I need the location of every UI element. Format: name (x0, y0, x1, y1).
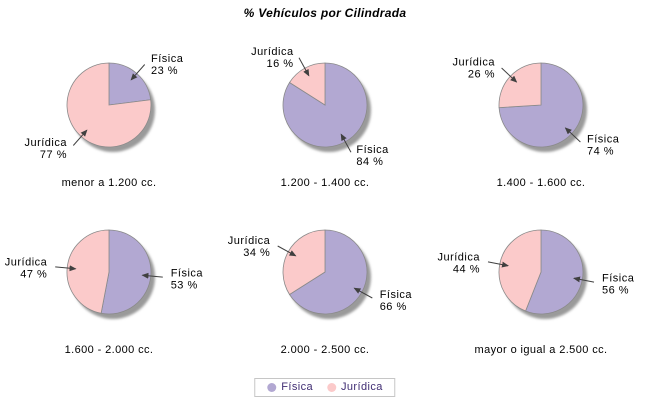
slice-label-name: Jurídica (437, 252, 480, 264)
legend-item-juridica: Jurídica (327, 381, 383, 393)
slice-label-value: 26 % (468, 69, 495, 81)
slice-label-value: 44 % (453, 264, 480, 276)
slice-label-name: Física (356, 144, 389, 156)
slice-label-value: 16 % (267, 58, 294, 70)
legend-label-fisica: Física (281, 381, 314, 393)
category-label: menor a 1.200 cc. (61, 177, 157, 189)
callout-line (72, 129, 88, 146)
slice-label-name: Jurídica (228, 235, 271, 247)
callout-line (298, 57, 310, 77)
callout-line (573, 276, 595, 283)
slice-label-name: Física (602, 273, 635, 285)
slice-label-name: Física (151, 53, 184, 65)
pie-cell-1600-2000: Física 53 % Jurídica 47 % 1.600 - 2.000 cc. (1, 197, 217, 364)
slice-label-name: Jurídica (5, 257, 48, 269)
callout-line (141, 272, 163, 279)
slice-label-name: Física (587, 133, 620, 145)
slice-label-value: 23 % (151, 65, 178, 77)
chart-title: % Vehículos por Cilindrada (243, 6, 407, 20)
legend-label-juridica: Jurídica (341, 381, 383, 393)
slice-label-name: Física (171, 267, 204, 279)
slice-label-value: 77 % (40, 149, 67, 161)
category-label: 1.200 - 1.400 cc. (280, 177, 370, 189)
callout-line (353, 287, 373, 299)
category-label: 1.600 - 2.000 cc. (64, 344, 154, 356)
pie-slice-jurídica (66, 229, 110, 314)
slice-label-value: 34 % (243, 247, 270, 259)
slice-label-value: 74 % (587, 145, 614, 157)
category-label: 2.000 - 2.500 cc. (280, 344, 370, 356)
pie-slice-física (108, 62, 152, 106)
slice-label-value: 53 % (171, 279, 198, 291)
fisica-legend-marker (267, 382, 277, 392)
slice-label-name: Jurídica (452, 57, 495, 69)
pie-grid: Física 23 % Jurídica 77 % menor a 1.200 cc.… (1, 30, 649, 364)
pie-cell-1400-1600: Física 74 % Jurídica 26 % 1.400 - 1.600 cc. (433, 30, 649, 197)
slice-label-name: Física (380, 289, 413, 301)
callout-line (487, 261, 509, 268)
slice-label-value: 47 % (20, 269, 47, 281)
category-label: mayor o igual a 2.500 cc. (474, 344, 608, 356)
callout-line (277, 245, 297, 257)
callout-line (501, 67, 518, 83)
category-label: 1.400 - 1.600 cc. (496, 177, 586, 189)
pie-cell-1200-1400: Física 84 % Jurídica 16 % 1.200 - 1.400 cc. (217, 30, 433, 197)
slice-label-value: 84 % (356, 156, 383, 168)
legend: Física Jurídica (254, 378, 396, 397)
callout-line (130, 64, 146, 81)
slice-label-value: 56 % (602, 285, 629, 297)
pie-slice-jurídica (498, 62, 542, 109)
slice-label-value: 66 % (380, 301, 407, 313)
legend-item-fisica: Física (267, 381, 313, 393)
callout-line (564, 127, 581, 143)
slice-label-name: Jurídica (251, 46, 294, 58)
callout-line (55, 265, 77, 272)
pie-cell-2000-2500: Física 66 % Jurídica 34 % 2.000 - 2.500 cc. (217, 197, 433, 364)
juridica-legend-marker (327, 382, 337, 392)
slice-label-name: Jurídica (24, 137, 67, 149)
pie-cell-menor-1200: Física 23 % Jurídica 77 % menor a 1.200 cc. (1, 30, 217, 197)
pie-cell-mayor-2500: Física 56 % Jurídica 44 % mayor o igual a 2… (433, 197, 649, 364)
callout-line (340, 133, 352, 153)
